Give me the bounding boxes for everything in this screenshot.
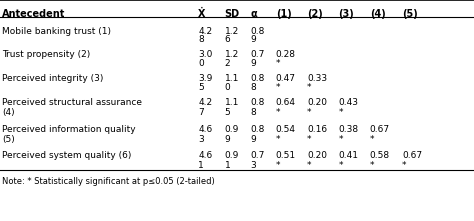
Text: 1.2: 1.2: [225, 27, 239, 36]
Text: Perceived structural assurance: Perceived structural assurance: [2, 98, 142, 107]
Text: 0.7: 0.7: [250, 151, 264, 160]
Text: 5: 5: [225, 108, 230, 117]
Text: 3.0: 3.0: [198, 50, 212, 59]
Text: 0.47: 0.47: [276, 74, 296, 83]
Text: 8: 8: [250, 83, 256, 92]
Text: Note: * Statistically significant at p≤0.05 (2-tailed): Note: * Statistically significant at p≤0…: [2, 177, 215, 186]
Text: 9: 9: [250, 35, 256, 44]
Text: α: α: [250, 9, 257, 19]
Text: Antecedent: Antecedent: [2, 9, 65, 19]
Text: 0.8: 0.8: [250, 74, 264, 83]
Text: *: *: [276, 135, 280, 144]
Text: *: *: [338, 161, 343, 170]
Text: 0.64: 0.64: [276, 98, 296, 107]
Text: 1.1: 1.1: [225, 98, 239, 107]
Text: 4.6: 4.6: [198, 125, 212, 134]
Text: 4.6: 4.6: [198, 151, 212, 160]
Text: 0.67: 0.67: [370, 125, 390, 134]
Text: (4): (4): [2, 108, 15, 117]
Text: 1.1: 1.1: [225, 74, 239, 83]
Text: (4): (4): [370, 9, 385, 19]
Text: *: *: [276, 83, 280, 92]
Text: 0.51: 0.51: [276, 151, 296, 160]
Text: 2: 2: [225, 59, 230, 68]
Text: Ẋ: Ẋ: [198, 9, 206, 19]
Text: *: *: [370, 161, 374, 170]
Text: Perceived system quality (6): Perceived system quality (6): [2, 151, 131, 160]
Text: 6: 6: [225, 35, 230, 44]
Text: 0.54: 0.54: [276, 125, 296, 134]
Text: *: *: [307, 108, 311, 117]
Text: 0.28: 0.28: [276, 50, 296, 59]
Text: *: *: [370, 135, 374, 144]
Text: 4.2: 4.2: [198, 98, 212, 107]
Text: *: *: [276, 59, 280, 68]
Text: 0: 0: [198, 59, 204, 68]
Text: *: *: [307, 161, 311, 170]
Text: 8: 8: [198, 35, 204, 44]
Text: 1: 1: [225, 161, 230, 170]
Text: 1.2: 1.2: [225, 50, 239, 59]
Text: Mobile banking trust (1): Mobile banking trust (1): [2, 27, 111, 36]
Text: 0.8: 0.8: [250, 125, 264, 134]
Text: 0.20: 0.20: [307, 151, 327, 160]
Text: Perceived integrity (3): Perceived integrity (3): [2, 74, 103, 83]
Text: 0.43: 0.43: [338, 98, 358, 107]
Text: *: *: [338, 135, 343, 144]
Text: 0.16: 0.16: [307, 125, 327, 134]
Text: 4.2: 4.2: [198, 27, 212, 36]
Text: (1): (1): [276, 9, 292, 19]
Text: 3: 3: [198, 135, 204, 144]
Text: 0.9: 0.9: [225, 151, 239, 160]
Text: 0: 0: [225, 83, 230, 92]
Text: SD: SD: [225, 9, 240, 19]
Text: 9: 9: [250, 59, 256, 68]
Text: 9: 9: [250, 135, 256, 144]
Text: 0.7: 0.7: [250, 50, 264, 59]
Text: (5): (5): [402, 9, 418, 19]
Text: *: *: [276, 161, 280, 170]
Text: *: *: [402, 161, 406, 170]
Text: (2): (2): [307, 9, 323, 19]
Text: *: *: [307, 83, 311, 92]
Text: 0.9: 0.9: [225, 125, 239, 134]
Text: 0.33: 0.33: [307, 74, 327, 83]
Text: *: *: [338, 108, 343, 117]
Text: Trust propensity (2): Trust propensity (2): [2, 50, 90, 59]
Text: *: *: [307, 135, 311, 144]
Text: 0.8: 0.8: [250, 98, 264, 107]
Text: Perceived information quality: Perceived information quality: [2, 125, 136, 134]
Text: (5): (5): [2, 135, 15, 144]
Text: 0.20: 0.20: [307, 98, 327, 107]
Text: 3: 3: [250, 161, 256, 170]
Text: 0.67: 0.67: [402, 151, 422, 160]
Text: 1: 1: [198, 161, 204, 170]
Text: 0.58: 0.58: [370, 151, 390, 160]
Text: 0.8: 0.8: [250, 27, 264, 36]
Text: 0.41: 0.41: [338, 151, 358, 160]
Text: 3.9: 3.9: [198, 74, 212, 83]
Text: 0.38: 0.38: [338, 125, 358, 134]
Text: *: *: [276, 108, 280, 117]
Text: 5: 5: [198, 83, 204, 92]
Text: 7: 7: [198, 108, 204, 117]
Text: 8: 8: [250, 108, 256, 117]
Text: (3): (3): [338, 9, 354, 19]
Text: 9: 9: [225, 135, 230, 144]
